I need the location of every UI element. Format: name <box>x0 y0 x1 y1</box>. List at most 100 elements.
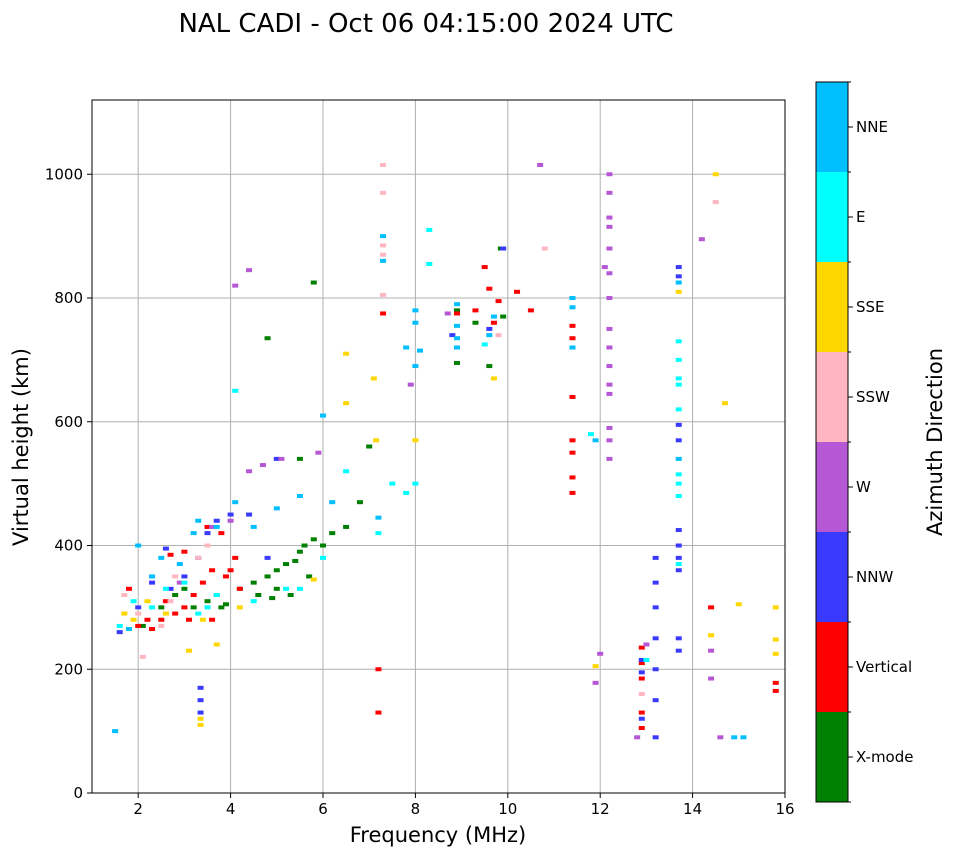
data-point <box>675 357 682 362</box>
data-point <box>320 543 326 548</box>
data-point <box>569 438 576 443</box>
data-point <box>652 636 659 641</box>
data-point <box>675 555 682 560</box>
y-tick-label: 600 <box>54 413 83 431</box>
data-point <box>592 664 599 669</box>
data-point <box>130 599 137 604</box>
colorbar-tick-label: W <box>856 478 871 496</box>
data-point <box>273 586 280 591</box>
data-point <box>181 549 188 554</box>
data-point <box>453 308 460 313</box>
data-point <box>310 577 317 582</box>
data-point <box>412 320 419 325</box>
colorbar-segment <box>816 442 848 532</box>
data-point <box>167 552 174 557</box>
data-point <box>186 648 193 653</box>
data-point <box>227 518 234 523</box>
data-point <box>500 314 507 319</box>
colorbar-segment <box>816 712 848 802</box>
data-point <box>306 574 313 579</box>
data-point <box>490 320 497 325</box>
data-point <box>144 617 151 622</box>
data-point <box>412 438 419 443</box>
y-tick-label: 0 <box>73 784 83 802</box>
data-point <box>675 636 682 641</box>
data-point <box>472 320 479 325</box>
data-point <box>675 422 682 427</box>
data-point <box>149 574 156 579</box>
data-point <box>606 224 613 229</box>
data-point <box>407 382 414 387</box>
data-point <box>259 463 266 468</box>
data-point <box>172 593 179 597</box>
data-point <box>222 602 229 607</box>
data-point <box>209 568 216 573</box>
data-point <box>213 642 220 647</box>
data-point <box>204 524 211 529</box>
data-point <box>250 524 257 529</box>
data-point <box>273 506 280 511</box>
data-point <box>417 348 424 353</box>
data-point <box>453 302 460 307</box>
series-nnw <box>116 246 682 740</box>
plot-frame <box>91 99 786 794</box>
data-point <box>569 490 576 495</box>
data-point <box>176 562 183 567</box>
data-point <box>255 593 262 597</box>
data-point <box>190 605 197 610</box>
data-point <box>380 258 387 263</box>
data-point <box>181 580 188 585</box>
data-point <box>167 586 174 591</box>
data-point <box>453 360 460 365</box>
data-point <box>638 661 645 666</box>
data-point <box>486 364 493 369</box>
data-point <box>638 676 645 681</box>
data-point <box>236 586 243 591</box>
data-point <box>495 299 502 304</box>
data-point <box>606 382 613 387</box>
data-point <box>675 339 682 344</box>
data-point <box>712 200 719 205</box>
data-point <box>375 531 382 536</box>
data-point <box>264 574 271 579</box>
data-point <box>380 162 387 167</box>
data-point <box>606 425 613 430</box>
data-point <box>287 593 294 597</box>
series-x-mode <box>139 246 507 628</box>
data-point <box>638 692 645 696</box>
data-point <box>329 531 336 536</box>
data-point <box>250 599 257 604</box>
data-point <box>675 376 682 381</box>
colorbar-segment <box>816 82 848 172</box>
data-point <box>139 623 146 628</box>
y-tick-label: 800 <box>54 289 83 307</box>
data-point <box>199 617 206 622</box>
data-marks <box>112 162 779 740</box>
data-point <box>606 215 613 220</box>
data-point <box>329 500 336 505</box>
data-point <box>144 599 151 604</box>
data-point <box>380 311 387 316</box>
data-point <box>426 227 433 232</box>
data-point <box>197 716 204 721</box>
data-point <box>204 605 211 610</box>
data-point <box>116 623 123 628</box>
data-point <box>162 599 169 604</box>
data-point <box>606 456 613 461</box>
series-sse <box>121 172 779 727</box>
data-point <box>204 543 211 548</box>
x-tick-label: 6 <box>318 800 328 818</box>
data-point <box>569 336 576 341</box>
data-point <box>320 413 326 418</box>
data-point <box>218 605 225 610</box>
data-point <box>638 645 645 650</box>
data-point <box>296 549 303 554</box>
data-point <box>708 648 715 653</box>
colorbar: X-mode Vertical NNW W SSW SSE E NNE <box>815 81 913 803</box>
data-point <box>606 326 613 331</box>
data-point <box>652 605 659 610</box>
data-point <box>481 342 488 347</box>
data-point <box>638 710 645 715</box>
data-point <box>112 729 119 734</box>
data-point <box>125 627 132 632</box>
